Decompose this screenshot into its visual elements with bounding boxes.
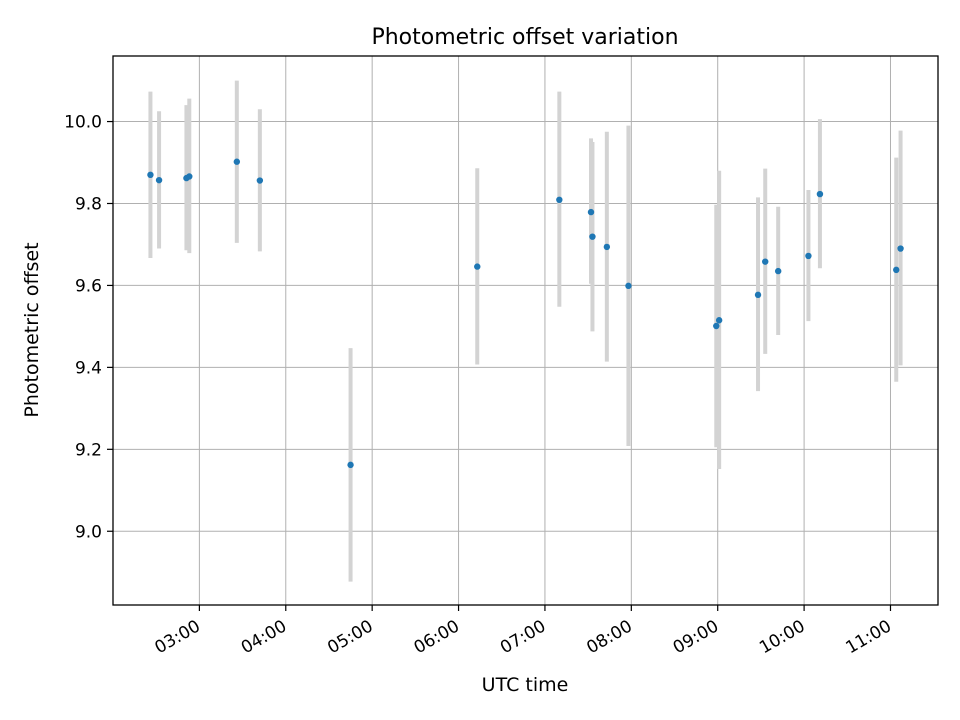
data-point <box>805 252 812 260</box>
data-point <box>186 173 193 180</box>
y-axis-label: Photometric offset <box>21 242 43 417</box>
plot-frame <box>112 55 939 606</box>
y-tick-label: 9.4 <box>75 358 102 378</box>
y-tick-label: 9.2 <box>75 440 102 460</box>
data-point <box>754 291 762 299</box>
x-axis-label: UTC time <box>482 674 569 696</box>
data-point <box>589 233 596 240</box>
data-point <box>762 258 769 265</box>
data-points <box>147 158 904 469</box>
y-tick-label: 10.0 <box>64 113 102 133</box>
data-point <box>233 158 241 165</box>
data-point <box>603 243 611 251</box>
y-tick-label: 9.6 <box>75 276 102 296</box>
y-tick-label: 9.0 <box>75 522 102 542</box>
data-point <box>147 171 154 179</box>
data-point <box>816 190 824 198</box>
y-tick-label: 9.8 <box>75 194 102 214</box>
grid <box>113 56 938 605</box>
data-point <box>715 317 723 324</box>
data-point <box>897 245 904 252</box>
data-point <box>713 322 720 330</box>
data-point <box>256 177 264 184</box>
data-point <box>625 282 632 290</box>
data-point <box>556 196 563 204</box>
data-point <box>774 267 782 275</box>
data-point <box>587 208 595 216</box>
data-point <box>155 176 163 184</box>
data-point <box>347 461 354 469</box>
chart-title: Photometric offset variation <box>371 25 678 50</box>
data-point <box>474 263 481 270</box>
data-point <box>893 266 900 274</box>
